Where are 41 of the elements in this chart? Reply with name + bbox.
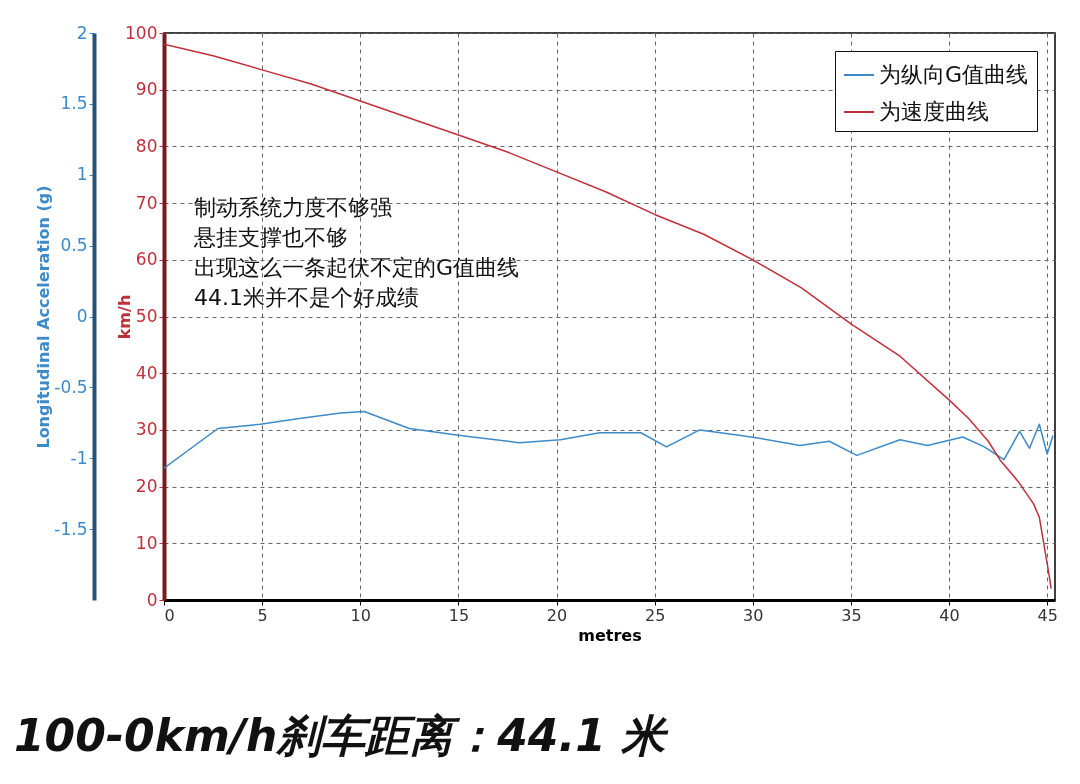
y2-tick-label: 70 xyxy=(135,192,158,213)
x-tick-label: 35 xyxy=(841,605,862,625)
line-series xyxy=(164,43,1052,590)
annotation: 44.1米并不是个好成绩 xyxy=(194,285,419,310)
y2-tick-label: 90 xyxy=(135,79,158,100)
y2-tick-label: 40 xyxy=(135,362,158,383)
y2-tick-label: 20 xyxy=(135,476,158,497)
y2-axis-title: km/h xyxy=(115,294,135,340)
annotation: 悬挂支撑也不够 xyxy=(193,225,348,250)
y2-tick-label: 80 xyxy=(135,135,158,156)
legend-label: 为纵向G值曲线 xyxy=(879,62,1029,87)
x-tick-label: 15 xyxy=(448,605,470,625)
x-tick-label: 40 xyxy=(939,605,960,625)
x-axis-title: metres xyxy=(578,625,642,645)
y-tick-label: 0.5 xyxy=(60,235,88,256)
annotation: 出现这么一条起伏不定的G值曲线 xyxy=(194,255,520,280)
y2-tick-label: 0 xyxy=(146,589,158,610)
y-tick-label: 2 xyxy=(76,22,88,43)
y2-tick-label: 100 xyxy=(125,22,158,43)
y-tick-label: -1 xyxy=(70,447,88,468)
annotation: 制动系统力度不够强 xyxy=(194,195,392,220)
y-tick-label: 1 xyxy=(76,164,88,185)
x-tick-label: 5 xyxy=(257,605,268,625)
y2-tick-label: 10 xyxy=(135,532,158,553)
y-tick-label: -0.5 xyxy=(54,376,88,397)
x-tick-label: 25 xyxy=(644,605,666,625)
x-tick-label: 45 xyxy=(1037,605,1058,625)
x-tick-label: 0 xyxy=(164,605,175,625)
x-tick-label: 30 xyxy=(743,605,764,625)
y-tick-label: 0 xyxy=(76,306,88,326)
x-tick-label: 10 xyxy=(350,605,371,625)
line-series xyxy=(164,410,1054,469)
y-tick-label: 1.5 xyxy=(60,93,88,114)
y-tick-label: -1.5 xyxy=(54,518,88,539)
legend-label: 为速度曲线 xyxy=(879,99,989,124)
x-tick-label: 20 xyxy=(546,605,568,625)
y2-tick-label: 30 xyxy=(135,419,158,440)
y2-tick-label: 50 xyxy=(135,306,158,326)
text: 100-0km/h刹车距离：44.1 米 xyxy=(14,710,670,761)
y-axis-title: Longitudinal Acceleration (g) xyxy=(34,185,54,449)
y2-tick-label: 60 xyxy=(135,249,158,270)
